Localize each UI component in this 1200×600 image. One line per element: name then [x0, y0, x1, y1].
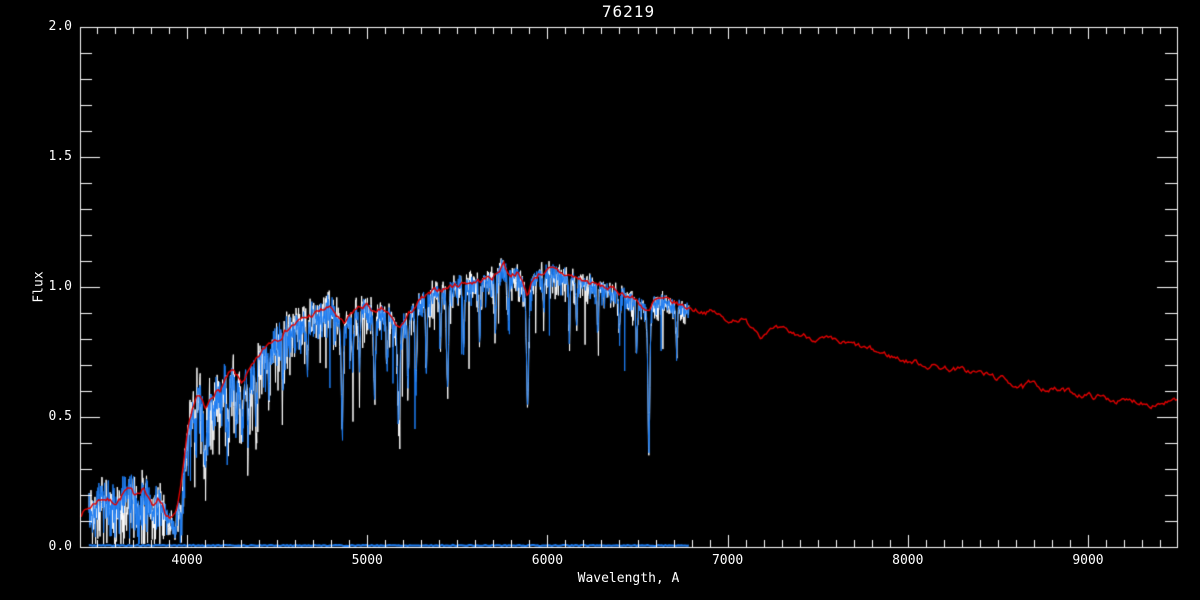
x-axis-label: Wavelength, A: [577, 571, 680, 586]
y-tick-label: 2.0: [48, 19, 72, 34]
x-tick-label: 7000: [711, 553, 744, 568]
x-tick-label: 9000: [1072, 553, 1104, 568]
x-tick-label: 6000: [531, 553, 564, 568]
x-tick-label: 8000: [892, 553, 924, 568]
y-tick-label: 1.0: [48, 279, 72, 294]
y-tick-label: 0.5: [48, 409, 72, 424]
y-tick-label: 0.0: [48, 539, 72, 554]
y-tick-label: 1.5: [48, 149, 72, 164]
x-tick-label: 4000: [171, 553, 203, 568]
x-tick-label: 5000: [351, 553, 383, 568]
plot-title: 76219: [601, 2, 656, 21]
